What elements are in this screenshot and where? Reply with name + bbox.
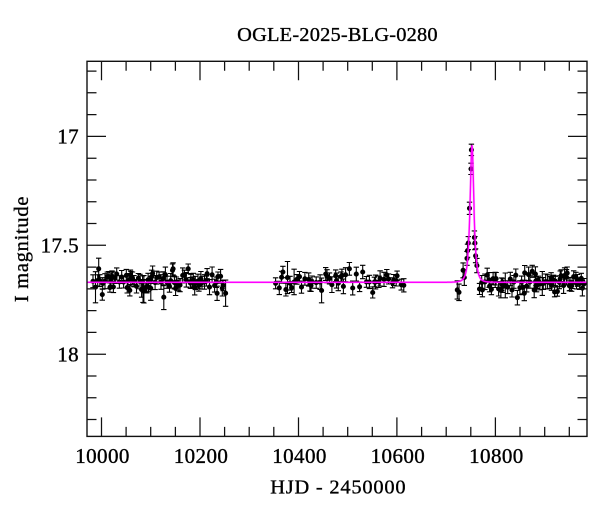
svg-text:10200: 10200 xyxy=(174,444,229,468)
svg-text:10400: 10400 xyxy=(272,444,327,468)
svg-text:17: 17 xyxy=(57,125,79,149)
svg-text:10000: 10000 xyxy=(75,444,130,468)
svg-text:17.5: 17.5 xyxy=(41,234,79,258)
svg-text:HJD - 2450000: HJD - 2450000 xyxy=(270,477,406,499)
svg-text:OGLE-2025-BLG-0280: OGLE-2025-BLG-0280 xyxy=(237,24,438,46)
svg-text:10800: 10800 xyxy=(469,444,524,468)
svg-text:I magnitude: I magnitude xyxy=(11,196,33,302)
svg-text:10600: 10600 xyxy=(371,444,426,468)
svg-text:18: 18 xyxy=(57,342,79,366)
